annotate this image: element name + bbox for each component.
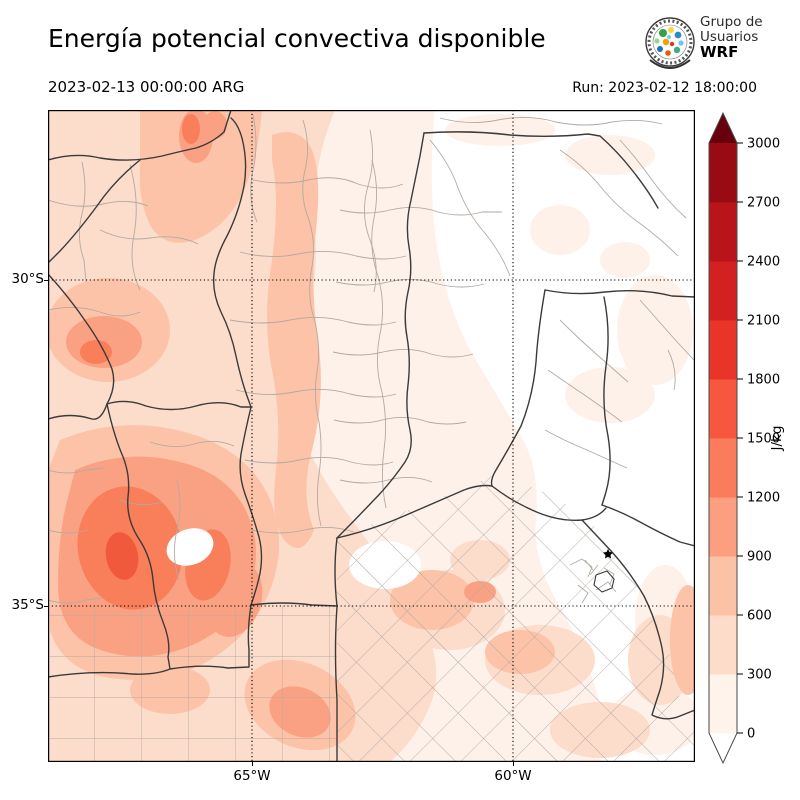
colorbar-segment xyxy=(709,615,737,675)
globe-emblem-icon xyxy=(645,17,695,70)
colorbar-under-arrow xyxy=(709,733,737,763)
colorbar-tick-label: 2400 xyxy=(747,255,780,270)
colorbar-tick-label: 2700 xyxy=(747,196,780,211)
lat-tick-mark xyxy=(44,280,48,281)
lat-tick-label: 35°S xyxy=(11,597,45,613)
logo-text: Grupo de Usuarios WRF xyxy=(700,15,763,60)
colorbar-segment xyxy=(709,438,737,498)
cape-map xyxy=(48,110,695,762)
colorbar-units-label: J/kg xyxy=(769,426,785,452)
colorbar-over-arrow xyxy=(709,113,737,143)
logo-line3: WRF xyxy=(700,43,739,61)
wrf-users-group-logo: Grupo de Usuarios WRF xyxy=(640,12,796,74)
run-time-label: Run: 2023-02-12 18:00:00 xyxy=(572,80,757,96)
colorbar: 0 300 600 900 1200 1500 1800 2100 2400 2700 3000 J/… xyxy=(708,111,785,765)
logo-line1: Grupo de xyxy=(700,14,763,30)
page-title: Energía potencial convectiva disponible xyxy=(48,24,546,53)
logo-line2: Usuarios xyxy=(700,29,759,45)
lon-tick-mark xyxy=(513,762,514,766)
colorbar-segment xyxy=(709,497,737,557)
lat-tick-mark xyxy=(44,606,48,607)
map-border xyxy=(48,110,695,762)
lat-tick-label: 30°S xyxy=(11,271,45,287)
colorbar-segment xyxy=(709,261,737,321)
colorbar-segment xyxy=(709,202,737,262)
lon-tick-mark xyxy=(252,762,253,766)
colorbar-tick-label: 600 xyxy=(747,609,772,624)
province-boundaries-layer xyxy=(48,110,695,762)
colorbar-tick-label: 0 xyxy=(747,727,755,742)
colorbar-tick-label: 1800 xyxy=(747,373,780,388)
colorbar-segment xyxy=(709,143,737,203)
colorbar-tick-label: 1200 xyxy=(747,491,780,506)
graticule-layer xyxy=(48,110,695,762)
colorbar-segment xyxy=(709,674,737,734)
lon-tick-label: 60°W xyxy=(494,768,532,784)
colorbar-tick-label: 1500 xyxy=(747,432,780,447)
buenos-aires-city-marker xyxy=(603,549,613,559)
colorbar-segment xyxy=(709,320,737,380)
colorbar-tick-label: 2100 xyxy=(747,314,780,329)
colorbar-tick-label: 300 xyxy=(747,668,772,683)
lon-tick-label: 65°W xyxy=(233,768,271,784)
colorbar-tick-label: 3000 xyxy=(747,137,780,152)
colorbar-segment xyxy=(709,556,737,616)
valid-time-label: 2023-02-13 00:00:00 ARG xyxy=(48,78,245,96)
map-canvas xyxy=(48,110,695,762)
colorbar-tick-label: 900 xyxy=(747,550,772,565)
colorbar-segment xyxy=(709,379,737,439)
